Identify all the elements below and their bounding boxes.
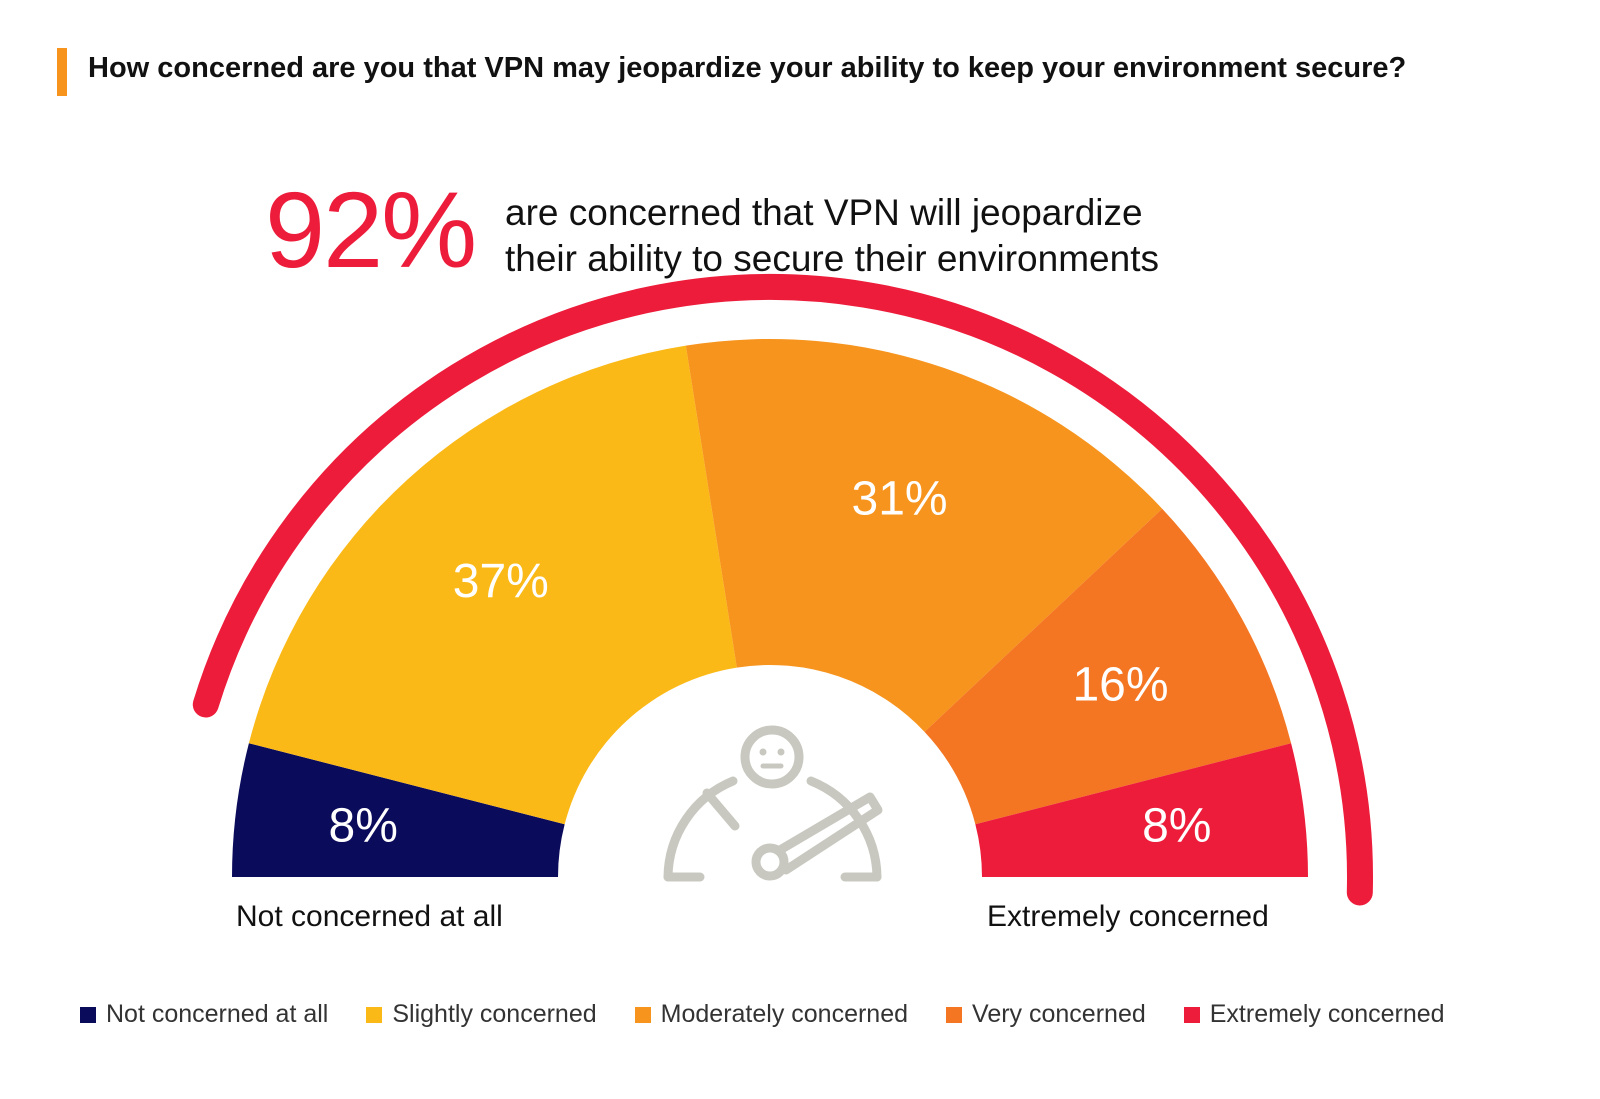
legend-item-4: Very concerned <box>946 1000 1146 1029</box>
gauge-segment-label-2: 37% <box>453 555 549 608</box>
title-accent-bar <box>57 48 67 96</box>
gauge-segment-1 <box>232 743 565 877</box>
headline-text: are concerned that VPN will jeopardize t… <box>505 190 1159 282</box>
legend: Not concerned at all Slightly concerned Mo… <box>80 1000 1445 1029</box>
legend-label: Moderately concerned <box>660 1000 909 1028</box>
legend-item-5: Extremely concerned <box>1183 1000 1445 1029</box>
legend-label: Extremely concerned <box>1209 1000 1445 1028</box>
gauge-segment-5 <box>975 743 1308 877</box>
gauge-segment-3 <box>685 339 1163 732</box>
legend-label: Not concerned at all <box>106 1000 329 1028</box>
gauge-segment-2 <box>248 345 737 825</box>
gauge-segment-label-4: 16% <box>1072 658 1168 711</box>
legend-swatch <box>366 1006 383 1023</box>
legend-item-1: Not concerned at all <box>80 1000 328 1029</box>
gauge-segment-label-5: 8% <box>1142 800 1211 853</box>
gauge-right-label: Extremely concerned <box>987 900 1269 933</box>
headline-percentage: 92% <box>265 169 477 290</box>
headline-line-2: their ability to secure their environmen… <box>505 238 1159 279</box>
legend-item-3: Moderately concerned <box>634 1000 909 1029</box>
chart-title: How concerned are you that VPN may jeopa… <box>88 52 1407 84</box>
legend-label: Very concerned <box>972 1000 1146 1028</box>
outer-arc <box>192 274 1373 906</box>
legend-swatch <box>946 1006 963 1023</box>
gauge-left-label: Not concerned at all <box>236 900 503 933</box>
gauge-segment-4 <box>924 508 1292 825</box>
gauge-segment-label-1: 8% <box>329 800 398 853</box>
legend-item-2: Slightly concerned <box>366 1000 597 1029</box>
legend-swatch <box>1183 1006 1200 1023</box>
gauge-segment-label-3: 31% <box>852 473 948 526</box>
gauge-person-icon <box>663 725 883 882</box>
legend-swatch <box>634 1006 651 1023</box>
headline-line-1: are concerned that VPN will jeopardize <box>505 192 1143 233</box>
legend-swatch <box>80 1006 96 1023</box>
legend-label: Slightly concerned <box>392 1000 597 1028</box>
